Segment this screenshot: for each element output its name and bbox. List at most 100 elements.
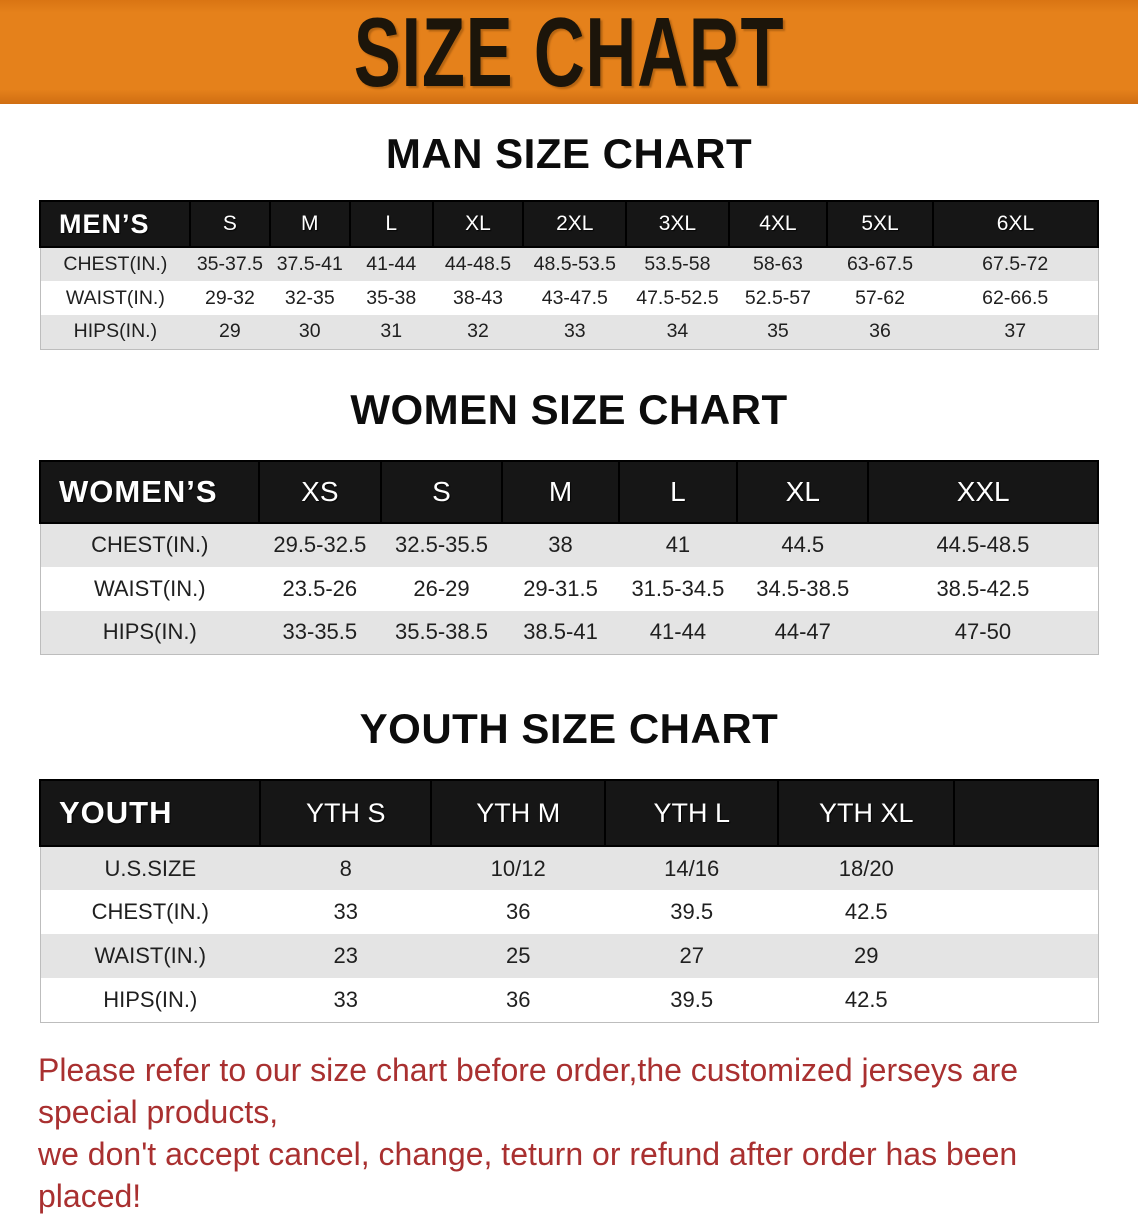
size-value-cell: 41-44: [350, 247, 433, 281]
size-value-cell: 47.5-52.5: [626, 281, 729, 315]
size-column-header: YTH M: [431, 780, 605, 846]
size-value-cell: 67.5-72: [933, 247, 1098, 281]
measurement-label: CHEST(IN.): [40, 890, 260, 934]
size-value-cell: 31.5-34.5: [619, 567, 737, 611]
size-column-header: YTH L: [605, 780, 779, 846]
spacer-cell: [954, 780, 1098, 846]
size-value-cell: 29: [190, 315, 269, 349]
size-value-cell: 52.5-57: [729, 281, 827, 315]
measurement-label: WAIST(IN.): [40, 281, 190, 315]
size-value-cell: 29-32: [190, 281, 269, 315]
size-value-cell: 38.5-42.5: [868, 567, 1098, 611]
size-column-header: XXL: [868, 461, 1098, 523]
spacer-cell: [954, 846, 1098, 890]
size-column-header: S: [381, 461, 503, 523]
youth-section-title: YOUTH SIZE CHART: [0, 705, 1138, 753]
size-value-cell: 42.5: [778, 978, 954, 1022]
size-value-cell: 32.5-35.5: [381, 523, 503, 567]
size-value-cell: 47-50: [868, 611, 1098, 655]
size-chart-banner: SIZE CHART: [0, 0, 1138, 104]
size-value-cell: 34.5-38.5: [737, 567, 868, 611]
size-value-cell: 43-47.5: [523, 281, 626, 315]
spacer-cell: [954, 934, 1098, 978]
disclaimer-line-1: Please refer to our size chart before or…: [38, 1049, 1100, 1133]
size-value-cell: 58-63: [729, 247, 827, 281]
size-value-cell: 33: [260, 890, 431, 934]
size-column-header: 4XL: [729, 201, 827, 247]
size-value-cell: 26-29: [381, 567, 503, 611]
disclaimer-text: Please refer to our size chart before or…: [0, 1049, 1138, 1217]
size-value-cell: 25: [431, 934, 605, 978]
size-value-cell: 35.5-38.5: [381, 611, 503, 655]
table-group-label: MEN’S: [40, 201, 190, 247]
measurement-label: WAIST(IN.): [40, 934, 260, 978]
measurement-label: CHEST(IN.): [40, 247, 190, 281]
measurement-label: U.S.SIZE: [40, 846, 260, 890]
size-value-cell: 63-67.5: [827, 247, 933, 281]
size-column-header: 3XL: [626, 201, 729, 247]
size-column-header: L: [619, 461, 737, 523]
man-section-title: MAN SIZE CHART: [0, 130, 1138, 178]
size-column-header: YTH XL: [778, 780, 954, 846]
size-value-cell: 29: [778, 934, 954, 978]
size-value-cell: 48.5-53.5: [523, 247, 626, 281]
measurement-label: HIPS(IN.): [40, 315, 190, 349]
size-value-cell: 31: [350, 315, 433, 349]
size-column-header: L: [350, 201, 433, 247]
spacer-cell: [954, 978, 1098, 1022]
size-value-cell: 32: [433, 315, 524, 349]
size-value-cell: 39.5: [605, 978, 779, 1022]
size-value-cell: 57-62: [827, 281, 933, 315]
size-value-cell: 62-66.5: [933, 281, 1098, 315]
size-column-header: 6XL: [933, 201, 1098, 247]
size-value-cell: 35-37.5: [190, 247, 269, 281]
measurement-label: HIPS(IN.): [40, 978, 260, 1022]
measurement-label: HIPS(IN.): [40, 611, 259, 655]
size-value-cell: 41-44: [619, 611, 737, 655]
measurement-label: WAIST(IN.): [40, 567, 259, 611]
size-value-cell: 36: [431, 890, 605, 934]
size-value-cell: 38-43: [433, 281, 524, 315]
table-group-label: WOMEN’S: [40, 461, 259, 523]
size-value-cell: 41: [619, 523, 737, 567]
size-value-cell: 44-47: [737, 611, 868, 655]
size-value-cell: 39.5: [605, 890, 779, 934]
size-column-header: XL: [737, 461, 868, 523]
size-value-cell: 8: [260, 846, 431, 890]
size-value-cell: 53.5-58: [626, 247, 729, 281]
size-value-cell: 36: [431, 978, 605, 1022]
size-value-cell: 38.5-41: [502, 611, 618, 655]
size-column-header: M: [270, 201, 350, 247]
size-value-cell: 35-38: [350, 281, 433, 315]
size-column-header: 2XL: [523, 201, 626, 247]
size-value-cell: 37: [933, 315, 1098, 349]
disclaimer-line-2: we don't accept cancel, change, teturn o…: [38, 1133, 1100, 1217]
size-value-cell: 10/12: [431, 846, 605, 890]
size-value-cell: 23.5-26: [259, 567, 381, 611]
size-value-cell: 44.5-48.5: [868, 523, 1098, 567]
size-value-cell: 29.5-32.5: [259, 523, 381, 567]
size-value-cell: 33: [260, 978, 431, 1022]
size-value-cell: 34: [626, 315, 729, 349]
size-value-cell: 38: [502, 523, 618, 567]
measurement-label: CHEST(IN.): [40, 523, 259, 567]
size-value-cell: 35: [729, 315, 827, 349]
size-value-cell: 33-35.5: [259, 611, 381, 655]
size-column-header: M: [502, 461, 618, 523]
size-value-cell: 36: [827, 315, 933, 349]
size-value-cell: 14/16: [605, 846, 779, 890]
